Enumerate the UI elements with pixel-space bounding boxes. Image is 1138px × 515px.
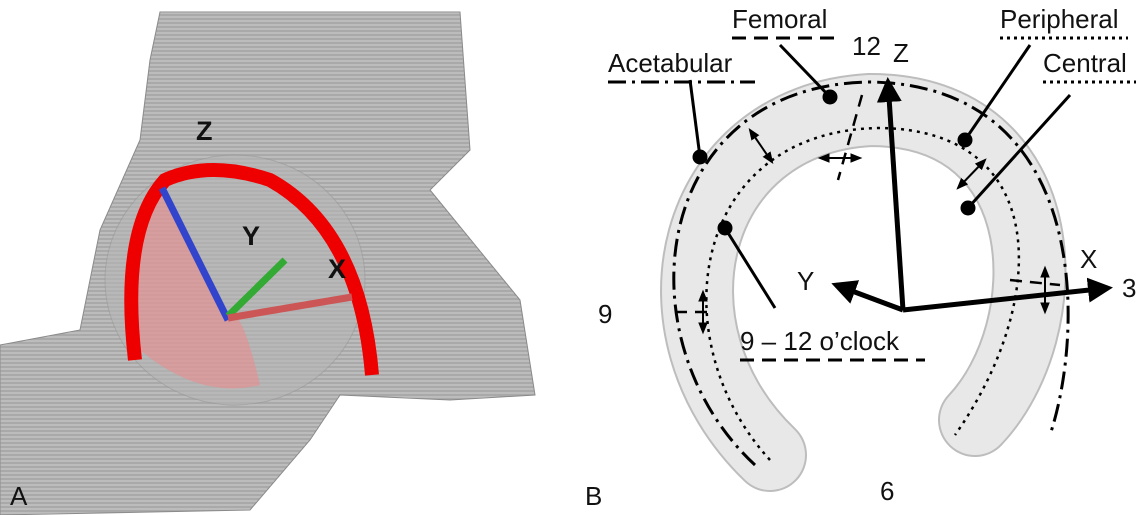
leader-dot xyxy=(694,151,706,163)
label-region: 9 – 12 o’clock xyxy=(740,326,900,356)
axis-label: Y xyxy=(797,266,814,296)
leader-dot xyxy=(824,91,836,103)
clock-label: 9 xyxy=(598,299,612,329)
clock-label: 3 xyxy=(1122,273,1136,303)
axis-label: Z xyxy=(893,38,909,68)
figure: Z Y X A Femoral Peripheral Acetabular xyxy=(0,0,1138,515)
leader-dot xyxy=(959,134,971,146)
labrum xyxy=(697,110,1029,455)
clock-label: 6 xyxy=(880,476,894,506)
axis-label: Y xyxy=(242,221,260,251)
axis-label: X xyxy=(1080,244,1097,274)
leader-dot xyxy=(962,202,974,214)
axis-label: X xyxy=(328,254,346,284)
panel-label: B xyxy=(585,481,602,511)
label-peripheral: Peripheral xyxy=(1000,4,1119,34)
axis-label: Z xyxy=(196,116,213,146)
label-acetabular: Acetabular xyxy=(608,48,733,78)
leader xyxy=(690,80,700,157)
panel-label: A xyxy=(10,481,28,511)
clock-label: 12 xyxy=(852,31,881,61)
leader-dot xyxy=(719,222,731,234)
axis-y xyxy=(836,285,903,310)
panel-a: Z Y X A xyxy=(0,12,535,515)
panel-b: Femoral Peripheral Acetabular Central 12… xyxy=(585,4,1136,511)
label-central: Central xyxy=(1043,48,1127,78)
label-femoral: Femoral xyxy=(732,4,827,34)
